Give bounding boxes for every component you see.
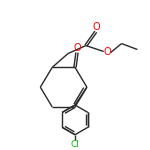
Text: O: O (104, 48, 111, 57)
Text: O: O (73, 43, 81, 52)
Text: O: O (93, 22, 101, 32)
Text: Cl: Cl (70, 140, 80, 149)
